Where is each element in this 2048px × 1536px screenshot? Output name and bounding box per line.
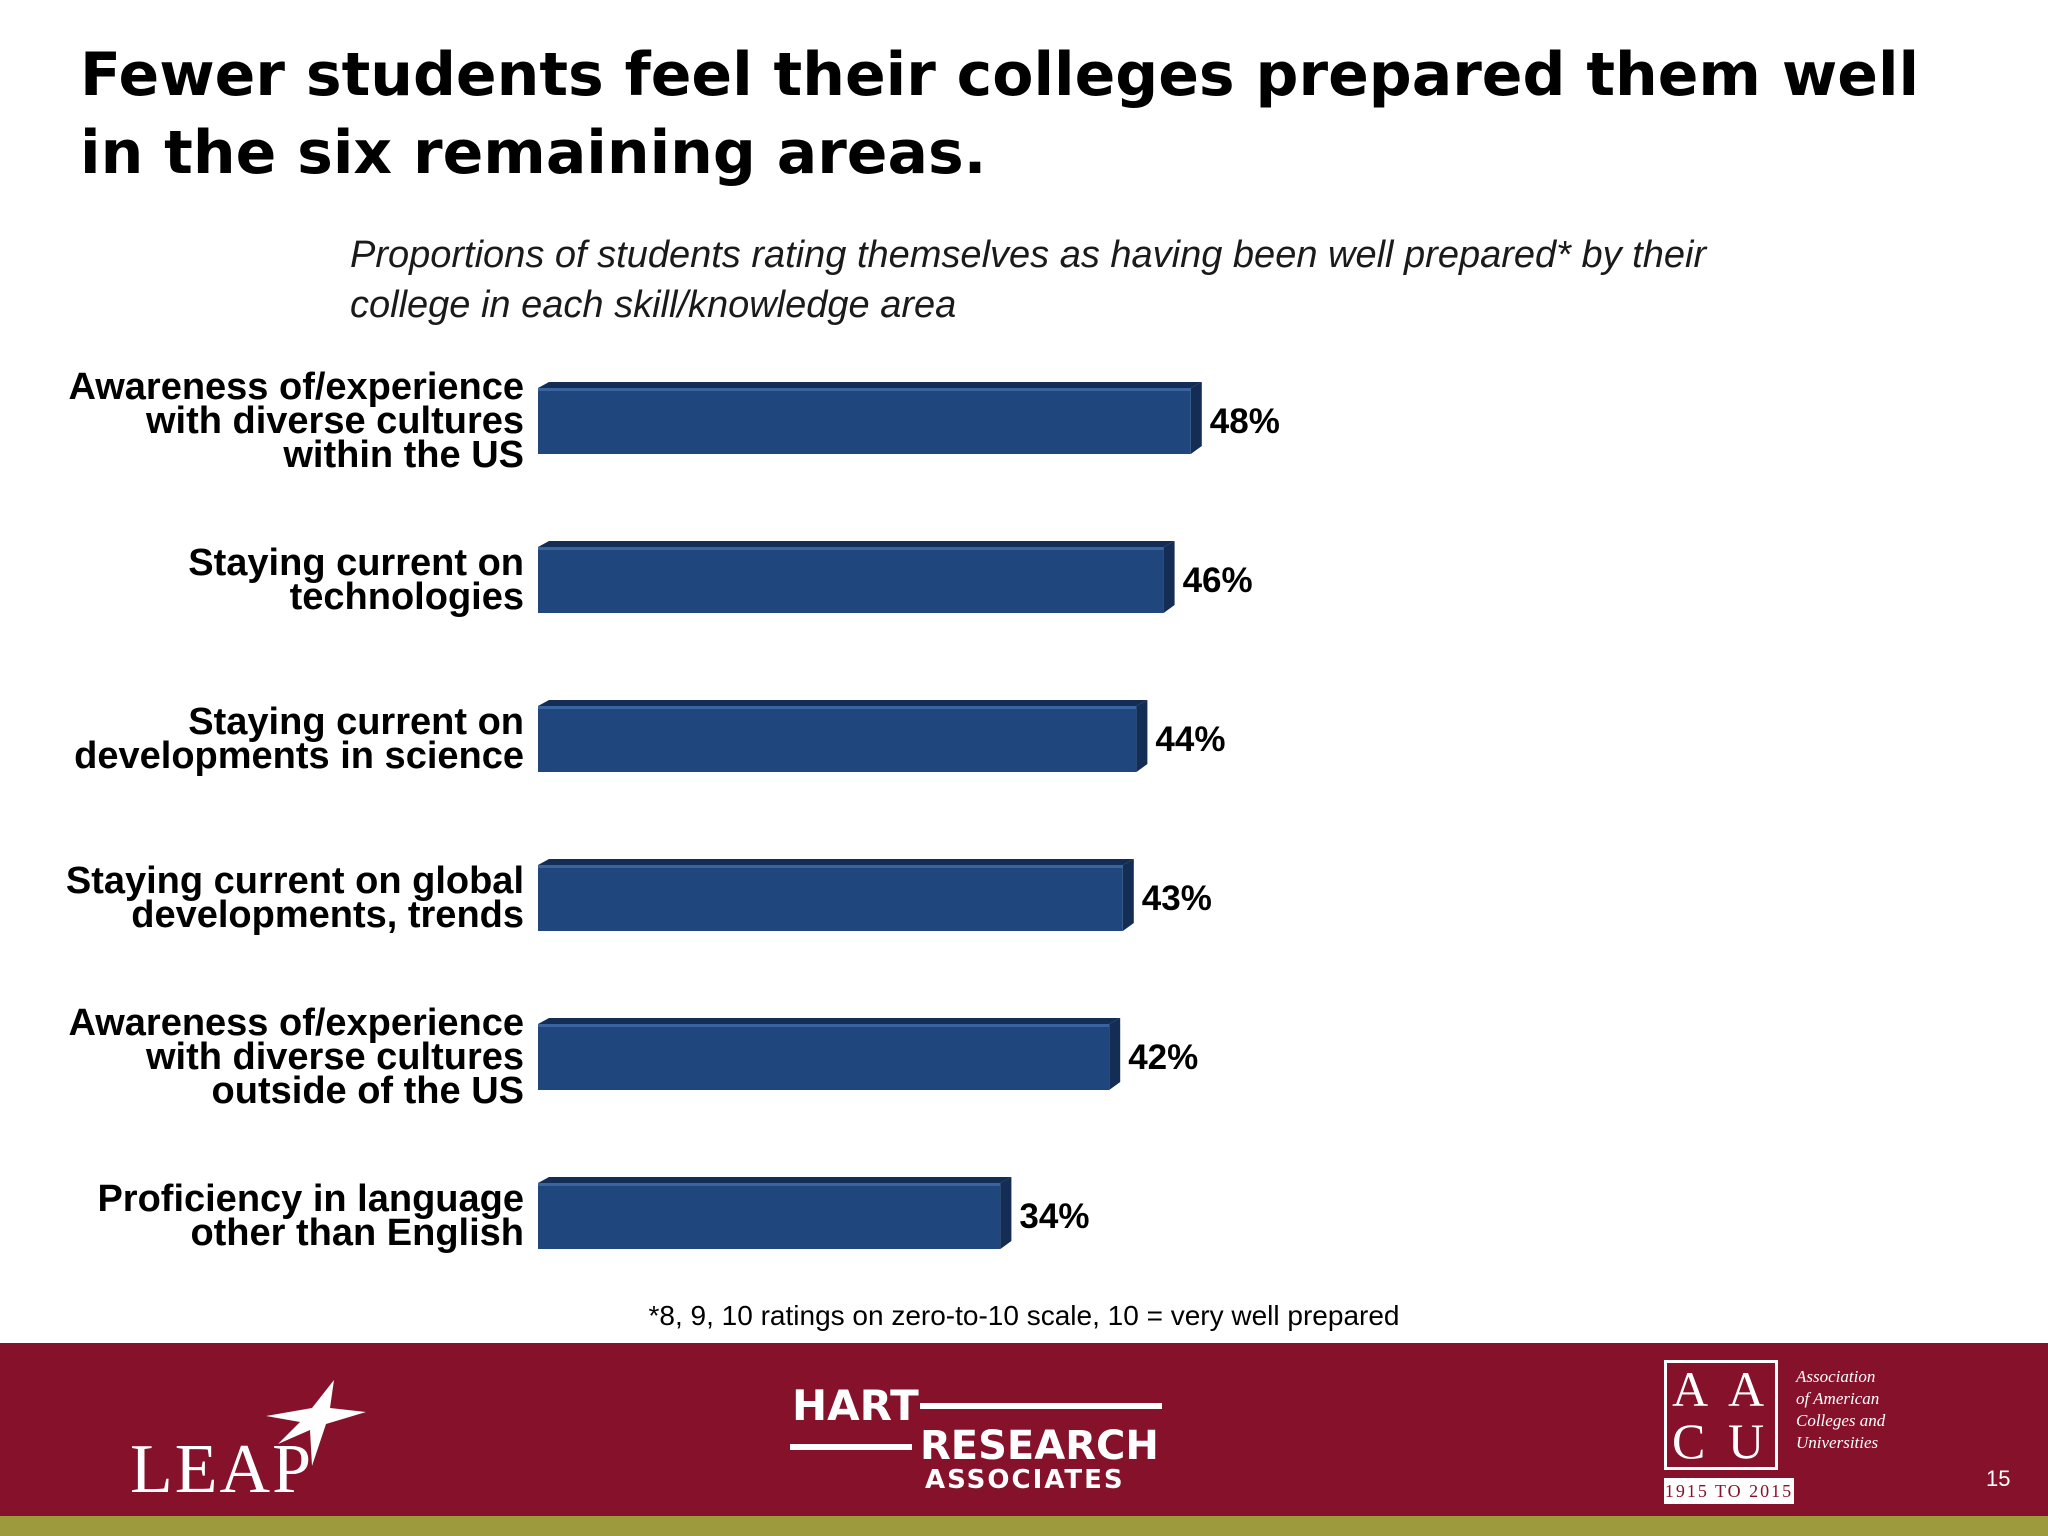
aacu-name-line: Association: [1796, 1367, 1876, 1386]
bar-group: [538, 1018, 1121, 1090]
category-label-line: within the US: [282, 434, 524, 476]
category-label: Staying current on technologies: [188, 542, 524, 618]
bar-top-face: [538, 1177, 1012, 1183]
bar-value-label: 46%: [1183, 561, 1253, 600]
bar: [538, 1183, 1001, 1249]
aacu-logo: A A C U Association of American Colleges…: [1662, 1358, 1922, 1508]
leap-star-icon: [266, 1380, 366, 1466]
aacu-name-line: Universities: [1796, 1433, 1879, 1452]
bar-top-face: [538, 541, 1175, 547]
bar-group: [538, 1177, 1012, 1249]
bar-highlight: [538, 865, 1123, 868]
category-label: Staying current on global developments, t…: [66, 860, 524, 936]
hart-logo-line2: RESEARCH: [920, 1423, 1159, 1469]
footnote: *8, 9, 10 ratings on zero-to-10 scale, 1…: [648, 1300, 1400, 1331]
hart-logo-line3: ASSOCIATES: [925, 1465, 1125, 1495]
bar-value-label: 48%: [1210, 402, 1280, 441]
bar-top-face: [538, 700, 1148, 706]
aacu-name-line: Colleges and: [1796, 1411, 1886, 1430]
bar-value-label: 43%: [1142, 879, 1212, 918]
bar-side-face: [1163, 541, 1175, 613]
page-number: 15: [1986, 1466, 2011, 1491]
category-label-line: with diverse cultures: [145, 400, 524, 442]
bar: [538, 865, 1123, 931]
footer-strip: [0, 1516, 2048, 1536]
bar: [538, 388, 1191, 454]
bar-side-face: [1000, 1177, 1012, 1249]
aacu-letter: A: [1728, 1361, 1765, 1417]
hart-research-logo: HART RESEARCH ASSOCIATES: [790, 1381, 1170, 1495]
bar-value-label: 42%: [1128, 1038, 1198, 1077]
bar-group: [538, 541, 1175, 613]
bar-side-face: [1122, 859, 1134, 931]
bar-group: [538, 700, 1148, 772]
leap-logo-text: LEAP: [130, 1431, 313, 1508]
category-label-line: technologies: [290, 576, 524, 618]
bar-highlight: [538, 547, 1164, 550]
bar-side-face: [1190, 382, 1202, 454]
aacu-name: Association of American Colleges and Uni…: [1796, 1366, 1926, 1454]
bar-top-face: [538, 382, 1202, 388]
hart-logo-rule-top: [920, 1403, 1162, 1409]
category-label-line: with diverse cultures: [145, 1036, 524, 1078]
category-label-line: other than English: [190, 1212, 524, 1254]
category-label-line: Awareness of/experience: [68, 366, 524, 408]
bar-value-label: 44%: [1155, 720, 1225, 759]
slide-title: Fewer students feel their colleges prepa…: [80, 40, 1920, 188]
chart-subtitle: Proportions of students rating themselve…: [350, 234, 1707, 326]
aacu-years: 1915 TO 2015: [1664, 1478, 1794, 1504]
category-label: Awareness of/experience with diverse cult…: [68, 366, 524, 476]
bar-side-face: [1109, 1018, 1121, 1090]
bar-top-face: [538, 859, 1134, 865]
bar-group: [538, 859, 1134, 931]
aacu-letter: U: [1728, 1413, 1765, 1469]
aacu-letter: C: [1672, 1413, 1706, 1469]
category-label-line: Staying current on global: [66, 860, 524, 902]
category-label-line: outside of the US: [212, 1070, 524, 1112]
hart-logo-rule-mid: [790, 1444, 912, 1450]
category-label-line: developments, trends: [131, 894, 524, 936]
category-label: Proficiency in language other than Englis…: [97, 1178, 524, 1254]
leap-logo: LEAP: [130, 1378, 370, 1508]
category-label-line: Staying current on: [188, 701, 524, 743]
aacu-name-line: of American: [1796, 1389, 1880, 1408]
bar-chart: 48%Awareness of/experience with diverse c…: [66, 366, 1280, 1254]
category-label-line: Awareness of/experience: [68, 1002, 524, 1044]
bar: [538, 1024, 1110, 1090]
category-label-line: Proficiency in language: [97, 1178, 524, 1220]
bar-top-face: [538, 1018, 1121, 1024]
bar-highlight: [538, 388, 1191, 391]
bar-highlight: [538, 1183, 1001, 1186]
bar-side-face: [1136, 700, 1148, 772]
bar: [538, 547, 1164, 613]
bar: [538, 706, 1137, 772]
category-label-line: Staying current on: [188, 542, 524, 584]
bar-highlight: [538, 1024, 1110, 1027]
bar-group: [538, 382, 1202, 454]
category-label-line: developments in science: [74, 735, 524, 777]
aacu-logo-frame: [1664, 1360, 1778, 1470]
category-label: Staying current on developments in scienc…: [74, 701, 524, 777]
category-label: Awareness of/experience with diverse cult…: [68, 1002, 524, 1112]
aacu-letter: A: [1672, 1361, 1709, 1417]
bar-highlight: [538, 706, 1137, 709]
bar-value-label: 34%: [1019, 1197, 1089, 1236]
hart-logo-line1: HART: [792, 1381, 919, 1430]
